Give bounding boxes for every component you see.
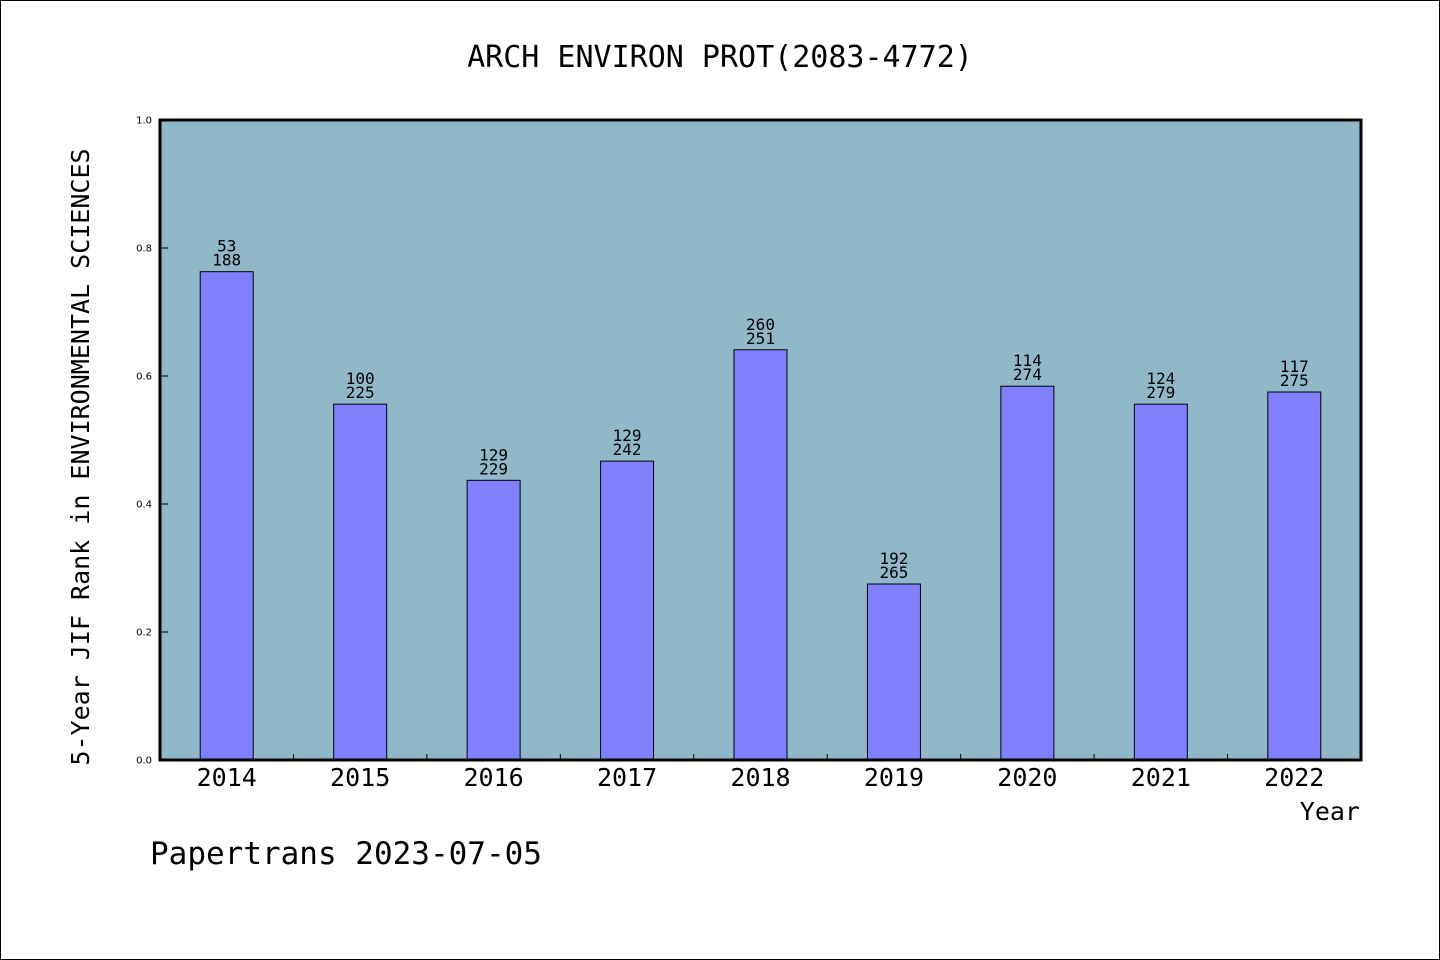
bar-rank-label: 117	[1280, 357, 1309, 376]
x-tick-label: 2017	[597, 763, 657, 792]
bar-total-label: 229	[479, 459, 508, 478]
y-tick-label: 0.8	[136, 244, 152, 255]
bar-2015	[333, 403, 388, 761]
x-tick-label: 2019	[864, 763, 924, 792]
x-tick-label: 2016	[464, 763, 524, 792]
bar-2019	[866, 583, 921, 761]
bar-2020	[1000, 385, 1055, 761]
bar-2018	[733, 349, 788, 761]
x-tick-label: 2015	[330, 763, 390, 792]
x-axis-label: Year	[1300, 797, 1360, 826]
plot-border	[158, 118, 1363, 762]
bar-2021	[1133, 403, 1188, 761]
bar-total-label: 279	[1146, 383, 1175, 402]
footer-text: Papertrans 2023-07-05	[150, 836, 542, 872]
y-tick-label: 0.0	[136, 756, 152, 767]
bar-2017	[600, 460, 655, 761]
bar-total-label: 242	[613, 440, 642, 459]
chart-title: ARCH ENVIRON PROT(2083-4772)	[467, 40, 973, 75]
bar-rank-label: 192	[879, 549, 908, 568]
y-axis-label: 5-Year JIF Rank in ENVIRONMENTAL SCIENCE…	[66, 148, 95, 765]
bar-rank-label: 129	[613, 426, 642, 445]
bar-rank-label: 260	[746, 315, 775, 334]
bar-rank-label: 114	[1013, 351, 1042, 370]
bar-2016	[466, 479, 521, 761]
y-tick-label: 1.0	[136, 116, 152, 127]
x-tick-label: 2018	[730, 763, 790, 792]
x-axis: 2014 2015 2016 2017 2018 2019 2020 2021 2022	[197, 754, 1324, 792]
bar-total-label: 275	[1280, 371, 1309, 390]
bar-2014	[199, 271, 254, 761]
x-tick-label: 2021	[1131, 763, 1191, 792]
bar-total-label: 188	[212, 251, 241, 270]
bar-2022	[1267, 391, 1322, 761]
bar-total-label: 251	[746, 329, 775, 348]
bar-rank-label: 129	[479, 445, 508, 464]
bar-rank-label: 53	[217, 237, 236, 256]
bar-rank-label: 100	[346, 369, 375, 388]
bar-total-label: 265	[879, 563, 908, 582]
bar-rank-label: 124	[1146, 369, 1175, 388]
bar-total-label: 274	[1013, 365, 1042, 384]
y-tick-label: 0.4	[136, 500, 152, 511]
x-tick-label: 2022	[1264, 763, 1324, 792]
x-tick-label: 2020	[997, 763, 1057, 792]
x-tick-label: 2014	[197, 763, 257, 792]
y-tick-label: 0.2	[136, 628, 152, 639]
bars: 5318810022512922912924226025119226511427…	[199, 237, 1322, 761]
y-tick-label: 0.6	[136, 372, 152, 383]
bar-total-label: 225	[346, 383, 375, 402]
